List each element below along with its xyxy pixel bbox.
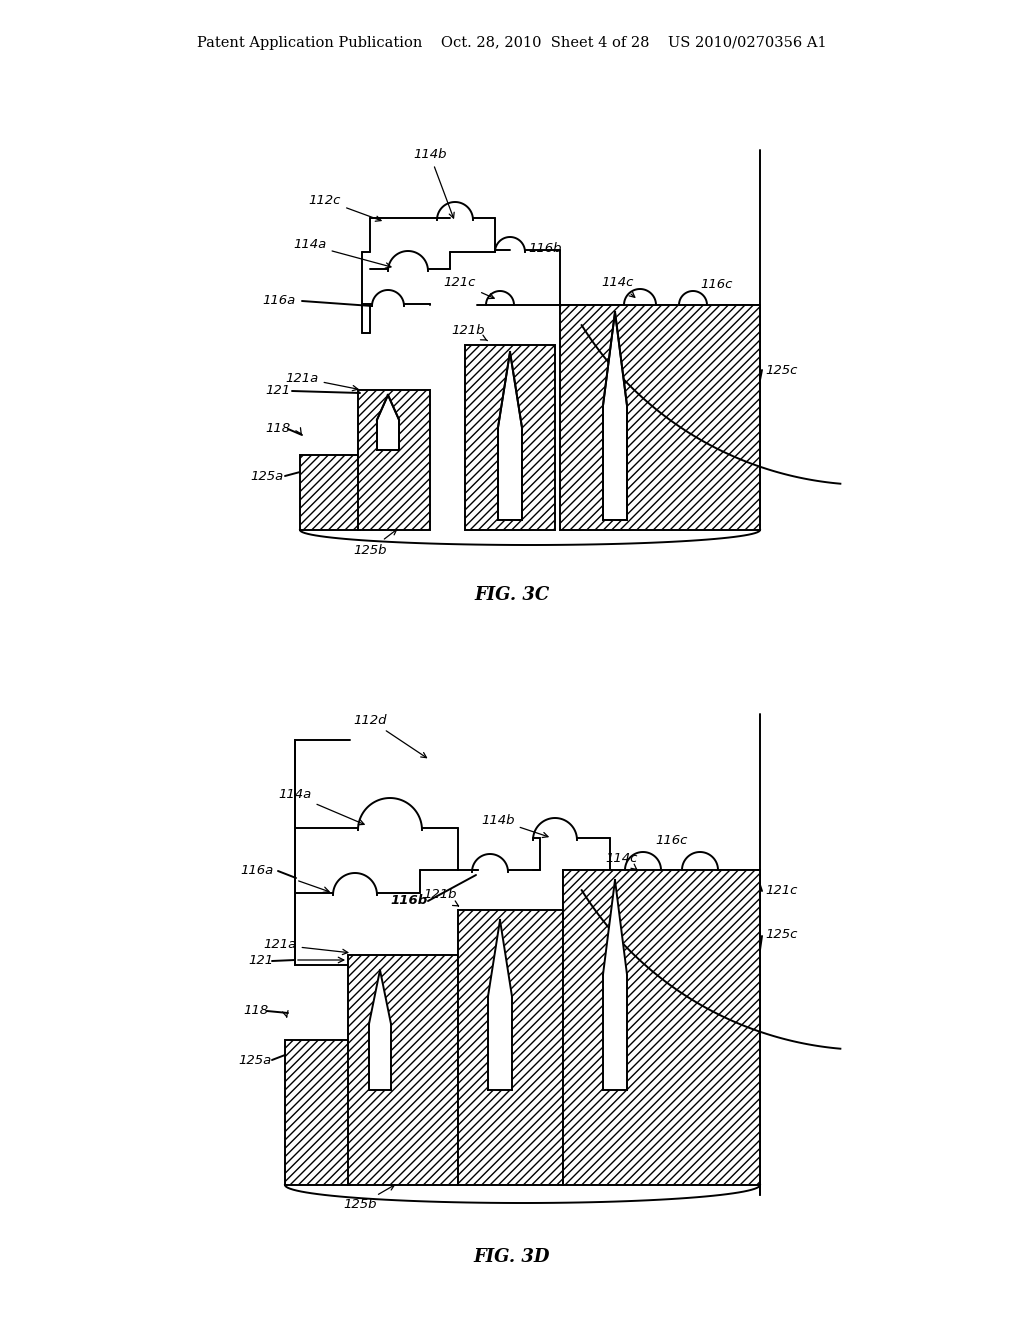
Polygon shape	[603, 312, 627, 405]
Text: 125a: 125a	[250, 470, 284, 483]
Bar	[300, 455, 360, 531]
Text: 121b: 121b	[423, 888, 459, 906]
Text: 121c: 121c	[765, 883, 798, 896]
Text: 114b: 114b	[481, 813, 548, 837]
Text: 121a: 121a	[286, 371, 358, 391]
Text: 121c: 121c	[443, 276, 495, 298]
Text: 125c: 125c	[765, 363, 798, 376]
Bar	[285, 1040, 350, 1185]
Text: 116b: 116b	[390, 894, 427, 907]
Polygon shape	[499, 352, 521, 428]
Text: 114c: 114c	[606, 851, 638, 870]
Text: 114a: 114a	[279, 788, 365, 825]
Text: 114b: 114b	[414, 149, 455, 218]
Text: 114a: 114a	[293, 239, 391, 268]
Bar	[358, 389, 430, 531]
Polygon shape	[603, 880, 627, 974]
Text: 112d: 112d	[353, 714, 427, 758]
Text: FIG. 3D: FIG. 3D	[474, 1247, 550, 1266]
Text: FIG. 3C: FIG. 3C	[474, 586, 550, 605]
Text: 125b: 125b	[343, 1185, 394, 1212]
Bar	[370, 1024, 390, 1090]
Text: 121a: 121a	[263, 939, 348, 954]
Bar	[603, 405, 627, 520]
Text: 118: 118	[265, 421, 290, 434]
Bar	[378, 420, 398, 450]
Bar	[348, 954, 458, 1185]
Text: 116c: 116c	[700, 277, 732, 290]
Text: 121b: 121b	[452, 323, 487, 341]
Text: 112c: 112c	[309, 194, 381, 222]
Text: 116c: 116c	[655, 833, 687, 846]
Bar	[560, 305, 760, 531]
Polygon shape	[370, 970, 390, 1024]
Text: 125c: 125c	[765, 928, 798, 941]
Text: 121: 121	[265, 384, 290, 396]
Bar	[499, 428, 521, 520]
Bar	[488, 997, 512, 1090]
Bar	[603, 974, 627, 1090]
Text: 125b: 125b	[353, 529, 396, 557]
Bar	[563, 870, 760, 1185]
Text: 116a: 116a	[240, 863, 273, 876]
Bar	[458, 909, 563, 1185]
Text: 118: 118	[243, 1003, 268, 1016]
Text: 114c: 114c	[602, 276, 635, 297]
Polygon shape	[378, 395, 398, 420]
Text: 121: 121	[248, 953, 273, 966]
Polygon shape	[488, 920, 512, 997]
Text: 116b: 116b	[528, 242, 561, 255]
Bar	[465, 345, 555, 531]
Text: 116a: 116a	[262, 293, 295, 306]
Text: 125a: 125a	[238, 1053, 271, 1067]
Text: Patent Application Publication    Oct. 28, 2010  Sheet 4 of 28    US 2010/027035: Patent Application Publication Oct. 28, …	[198, 36, 826, 50]
